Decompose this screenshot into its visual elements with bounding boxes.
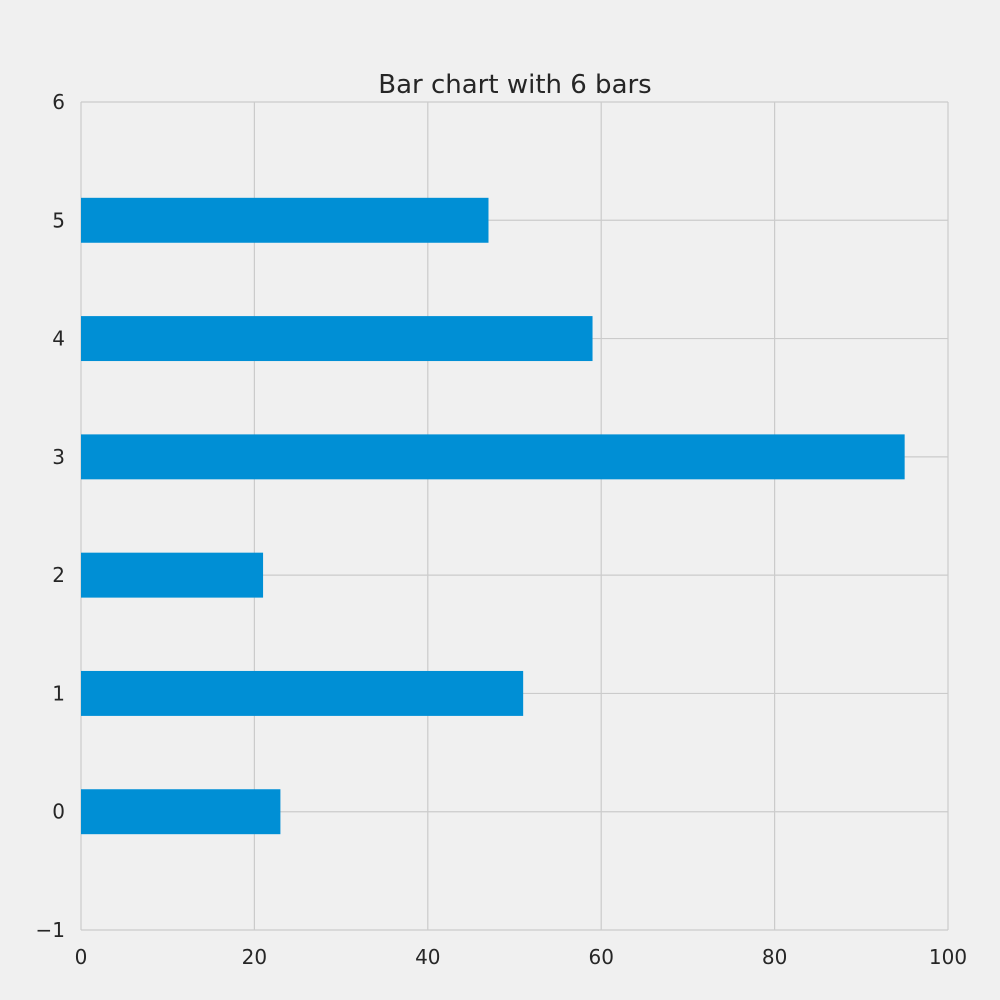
- bar-layer: [81, 197, 905, 835]
- bar-4: [81, 316, 593, 362]
- x-tick-label: 80: [762, 945, 787, 969]
- y-tick-label: 3: [52, 445, 65, 469]
- bar-0: [81, 789, 281, 835]
- x-tick-label: 0: [75, 945, 88, 969]
- y-tick-label: 5: [52, 208, 65, 232]
- bar-3: [81, 434, 905, 480]
- y-tick-label: 6: [52, 90, 65, 114]
- x-tick-label: 40: [415, 945, 440, 969]
- y-tick-label: 0: [52, 800, 65, 824]
- y-tick-label: 2: [52, 563, 65, 587]
- bar-2: [81, 552, 264, 598]
- x-tick-label: 100: [929, 945, 967, 969]
- bar-5: [81, 197, 489, 243]
- x-tick-label: 60: [588, 945, 613, 969]
- chart-title: Bar chart with 6 bars: [378, 70, 651, 100]
- y-tick-label: 4: [52, 327, 65, 351]
- y-tick-label: −1: [36, 918, 65, 942]
- bar-1: [81, 670, 524, 716]
- tick-layer: 0 20 40 60 80 100 −1 0 1 2 3 4 5 6: [36, 90, 968, 969]
- y-tick-label: 1: [52, 681, 65, 705]
- x-tick-label: 20: [242, 945, 267, 969]
